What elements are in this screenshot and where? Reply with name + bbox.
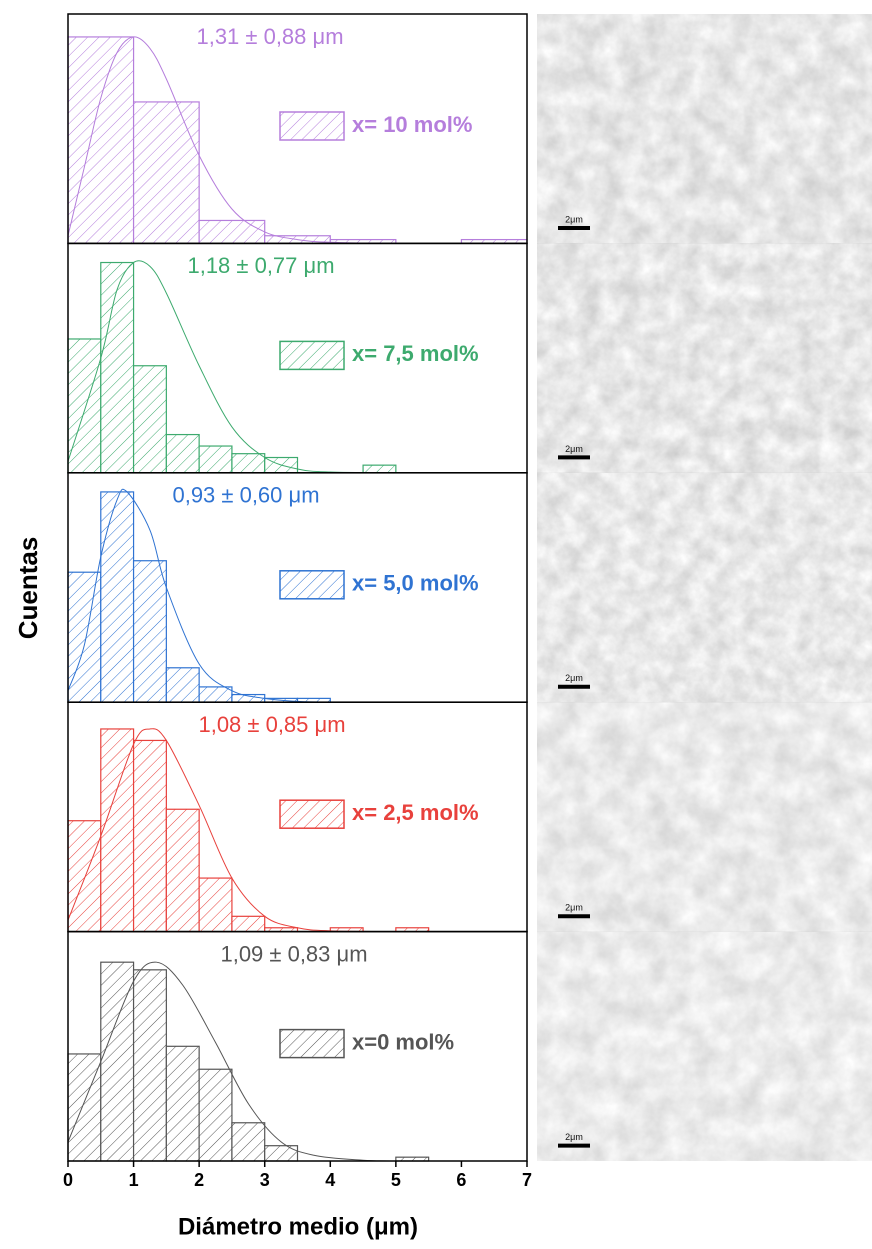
histogram-bar bbox=[67, 1053, 102, 1162]
histogram-bar bbox=[165, 667, 200, 703]
histogram-bar bbox=[67, 820, 102, 933]
histogram-bar bbox=[198, 877, 233, 933]
histogram-bar bbox=[132, 739, 167, 933]
legend-swatch bbox=[279, 1028, 345, 1059]
fit-curve bbox=[67, 36, 528, 244]
legend-label: x= 5,0 mol% bbox=[352, 571, 479, 596]
histogram-bar bbox=[231, 1122, 266, 1162]
fit-curve bbox=[67, 488, 331, 703]
legend-label: x= 10 mol% bbox=[352, 112, 472, 137]
legend-swatch bbox=[279, 799, 345, 829]
scale-bar-label: 2μm bbox=[565, 1132, 583, 1142]
annotation: 1,31 ± 0,88 μm bbox=[196, 24, 343, 49]
sem-image bbox=[537, 702, 872, 932]
x-tick-label: 0 bbox=[63, 1170, 73, 1190]
x-tick-label: 4 bbox=[325, 1170, 335, 1190]
histogram-bar bbox=[231, 453, 266, 474]
x-tick-label: 6 bbox=[456, 1170, 466, 1190]
histogram-bar bbox=[67, 571, 102, 703]
histogram-bar bbox=[132, 969, 167, 1162]
scale-bar-label: 2μm bbox=[565, 214, 583, 224]
x-tick-label: 1 bbox=[129, 1170, 139, 1190]
histogram-bar bbox=[67, 36, 135, 245]
histogram-bar bbox=[198, 1068, 233, 1162]
y-axis-label: Cuentas bbox=[13, 537, 43, 640]
legend-label: x= 7,5 mol% bbox=[352, 341, 479, 366]
histogram-bar bbox=[165, 433, 200, 474]
x-tick-label: 3 bbox=[260, 1170, 270, 1190]
histogram-bar bbox=[165, 1045, 200, 1162]
histogram-bar bbox=[132, 560, 167, 703]
x-tick-label: 7 bbox=[522, 1170, 532, 1190]
x-tick-label: 5 bbox=[391, 1170, 401, 1190]
scale-bar-label: 2μm bbox=[565, 903, 583, 913]
histogram-bar bbox=[132, 365, 167, 474]
legend-swatch bbox=[279, 111, 345, 141]
annotation: 0,93 ± 0,60 μm bbox=[172, 483, 319, 508]
histogram-bar bbox=[198, 445, 233, 474]
annotation: 1,09 ± 0,83 μm bbox=[220, 941, 367, 966]
annotation: 1,08 ± 0,85 μm bbox=[198, 712, 345, 737]
histogram-bar bbox=[67, 338, 102, 474]
x-tick-label: 2 bbox=[194, 1170, 204, 1190]
scale-bar-label: 2μm bbox=[565, 673, 583, 683]
panel-frame bbox=[67, 930, 528, 1162]
histogram-bar bbox=[264, 1145, 299, 1162]
fit-curve bbox=[67, 728, 396, 933]
histogram-bar bbox=[165, 808, 200, 933]
histogram-bar bbox=[100, 728, 135, 933]
legend-label: x= 2,5 mol% bbox=[352, 800, 479, 825]
sem-image bbox=[537, 472, 872, 703]
histogram-bar bbox=[100, 491, 135, 703]
annotation: 1,18 ± 0,77 μm bbox=[187, 253, 334, 278]
legend-label: x=0 mol% bbox=[352, 1029, 454, 1054]
histogram-bar bbox=[362, 464, 397, 474]
sem-image bbox=[537, 243, 872, 473]
histogram-bar bbox=[198, 219, 266, 245]
histogram-bar bbox=[132, 101, 200, 245]
histogram-bar bbox=[231, 915, 266, 933]
fit-curve bbox=[67, 961, 396, 1162]
x-axis-label: Diámetro medio (μm) bbox=[178, 1213, 418, 1240]
sem-image bbox=[537, 931, 872, 1161]
legend-swatch bbox=[279, 340, 345, 371]
histogram-bar bbox=[198, 686, 233, 703]
fit-curve bbox=[67, 260, 396, 474]
histogram-bar bbox=[100, 261, 135, 474]
legend-swatch bbox=[279, 570, 345, 600]
sem-image bbox=[537, 14, 872, 244]
scale-bar-label: 2μm bbox=[565, 444, 583, 454]
